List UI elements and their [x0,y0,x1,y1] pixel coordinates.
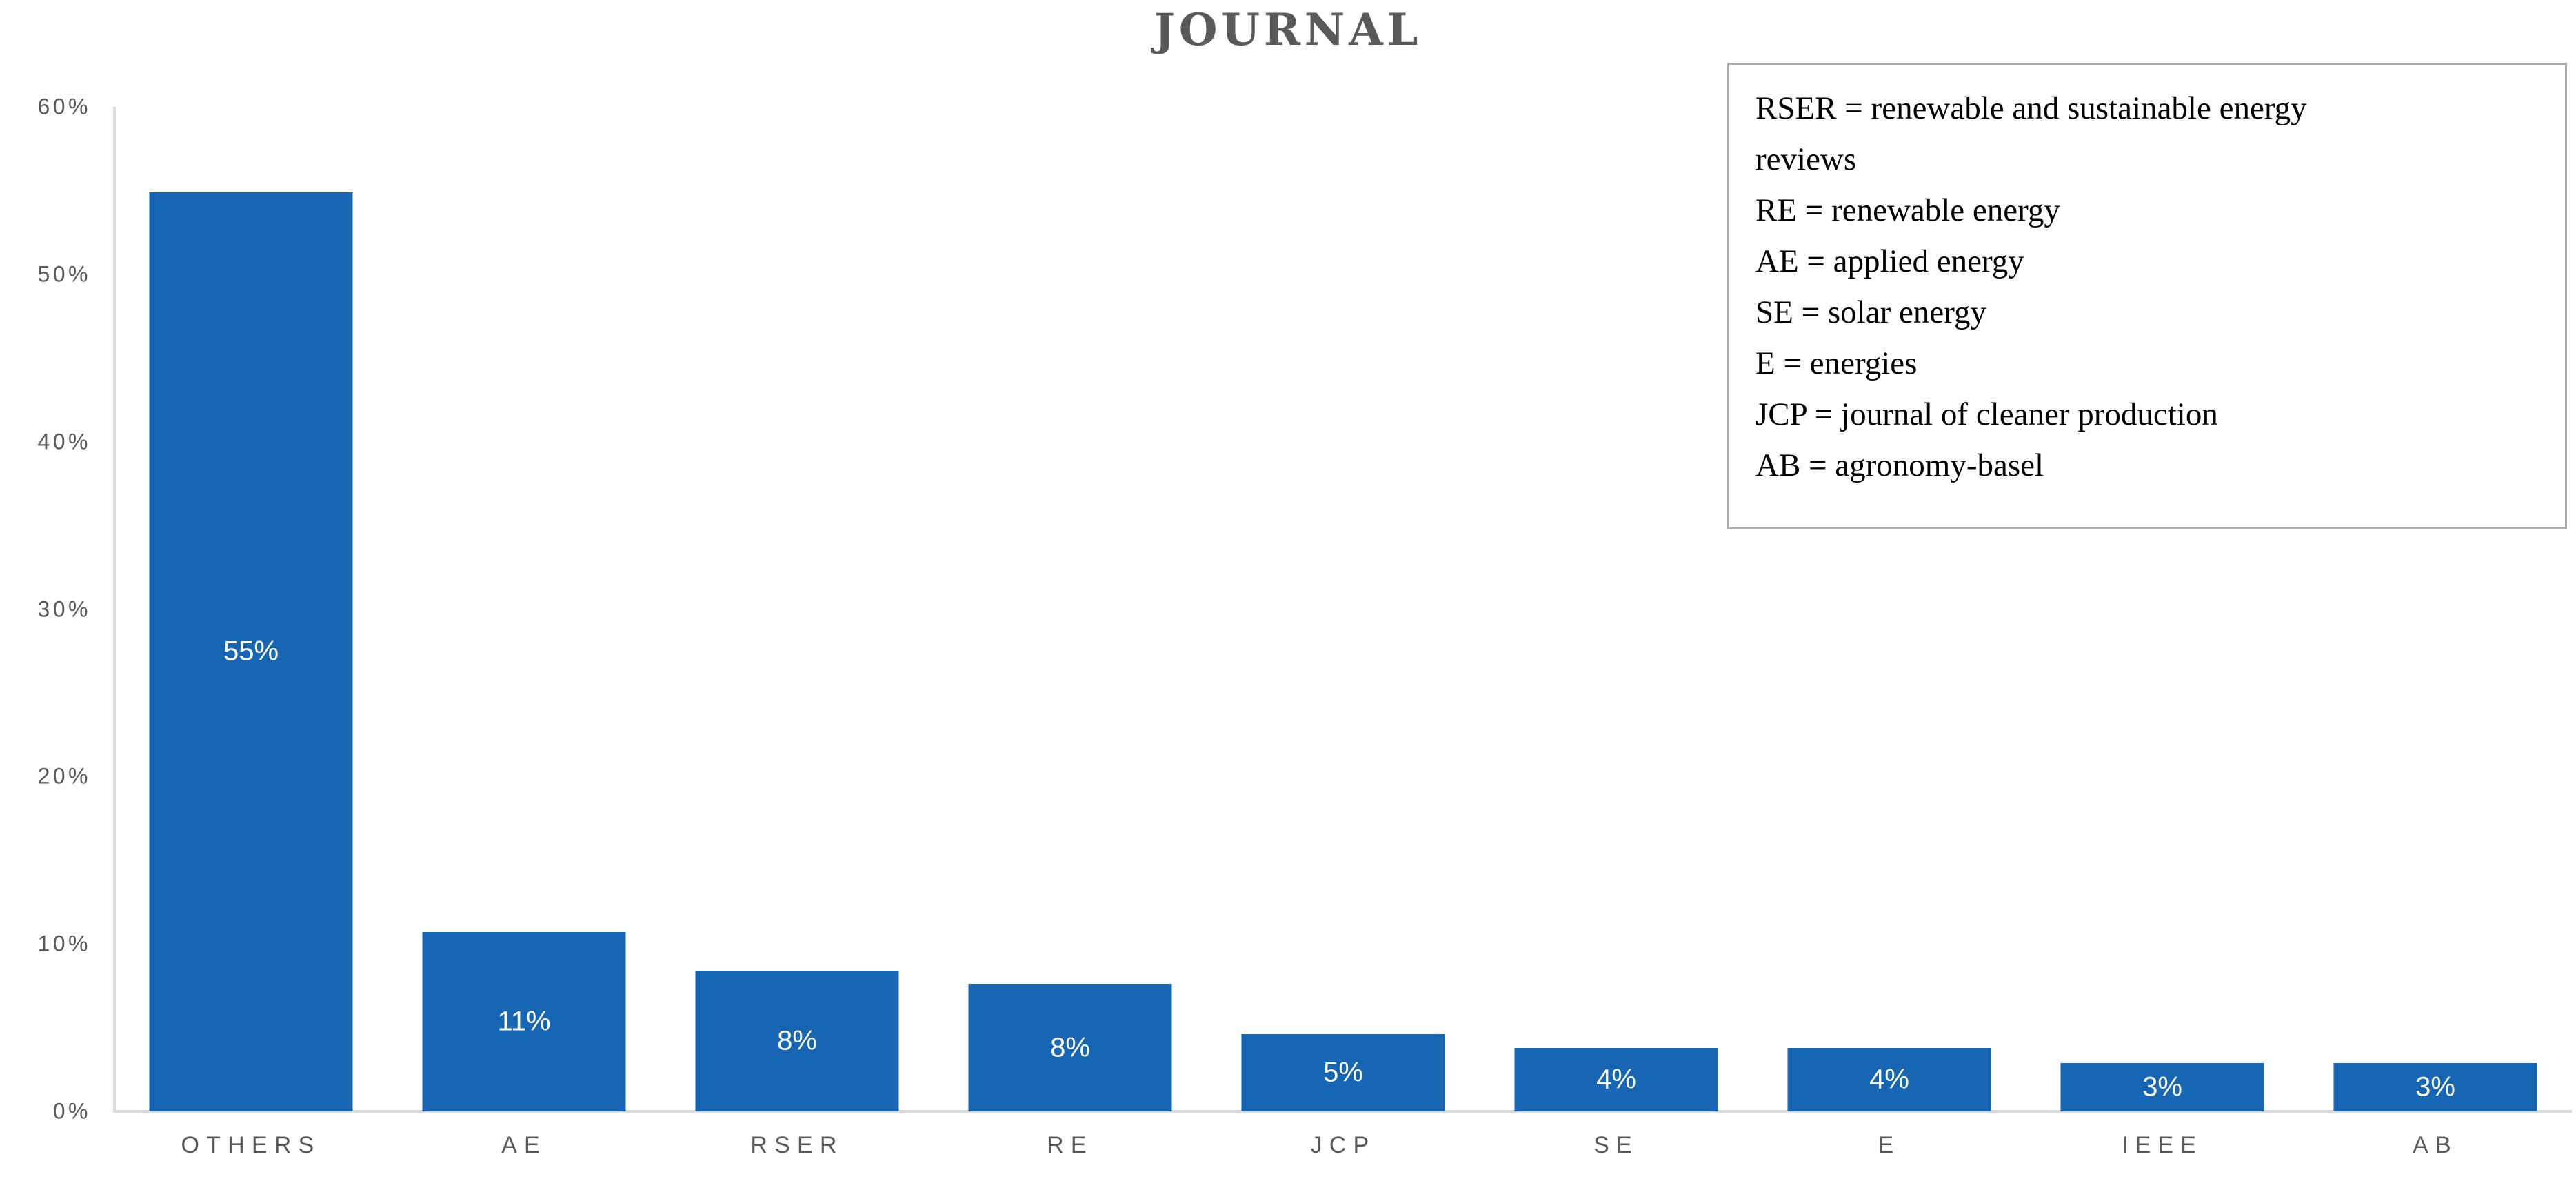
bar: 8% [695,971,899,1111]
legend-lines: RSER = renewable and sustainable energy r… [1755,83,2539,491]
bar-slot: 4% [1480,107,1753,1111]
bar-slot: 3% [2299,107,2572,1111]
bar-slot: 8% [661,107,934,1111]
bar-value-label: 8% [777,1025,817,1056]
legend-line: SE = solar energy [1755,294,1986,330]
bar-value-label: 8% [1050,1032,1090,1063]
y-tick-label: 50% [37,261,91,287]
bar-slot: 5% [1207,107,1480,1111]
bar-value-label: 4% [1596,1064,1636,1095]
legend-line: AE = applied energy [1755,243,2024,279]
x-category-label: RSER [750,1132,844,1158]
bar-value-label: 3% [2415,1071,2455,1102]
bar-slot: 3% [2026,107,2299,1111]
bars-container: 55% 11% 8% 8% 5% 4% 4% 3% 3% [114,107,2572,1111]
x-category-label: OTHERS [181,1132,321,1158]
bar: 8% [968,984,1172,1111]
y-tick-label: 10% [37,931,91,956]
bar-slot: 11% [388,107,661,1111]
x-category-label: AE [501,1132,547,1158]
bar: 4% [1514,1047,1718,1111]
chart-title: JOURNAL [1154,4,1422,56]
bar-slot: 8% [934,107,1207,1111]
y-tick-label: 40% [37,429,91,454]
x-axis-line [113,1110,2572,1113]
bar: 11% [422,932,626,1111]
legend-line: JCP = journal of cleaner production [1755,396,2218,432]
y-tick-label: 0% [52,1098,91,1124]
y-tick-label: 30% [37,596,91,621]
y-tick-label: 60% [37,94,91,119]
x-category-label: JCP [1310,1132,1376,1158]
x-axis-labels: OTHERS AE RSER RE JCP SE E IEEE AB [114,1132,2572,1159]
bar-slot: 55% [114,107,388,1111]
y-tick-label: 20% [37,763,91,789]
bar-value-label: 11% [497,1006,551,1037]
x-category-label: SE [1593,1132,1639,1158]
y-axis: 0% 10% 20% 30% 40% 50% 60% [0,94,91,1124]
bar-value-label: 55% [223,636,279,667]
legend-line: reviews [1755,141,1857,177]
legend-line: RE = renewable energy [1755,192,2060,228]
bar: 3% [2333,1062,2537,1111]
bar-value-label: 5% [1323,1057,1363,1088]
legend-box: RSER = renewable and sustainable energy r… [1727,63,2567,529]
legend-line: AB = agronomy-basel [1755,447,2044,483]
x-category-label: RE [1047,1132,1094,1158]
bar: 3% [2060,1062,2264,1111]
bar-value-label: 4% [1869,1064,1909,1095]
y-axis-line [113,107,116,1111]
x-category-label: IEEE [2121,1132,2204,1158]
bar: 55% [149,192,353,1111]
bar: 4% [1787,1047,1991,1111]
x-category-label: AB [2413,1132,2458,1158]
bar: 5% [1241,1034,1445,1111]
bar-slot: 4% [1753,107,2026,1111]
legend-line: RSER = renewable and sustainable energy [1755,90,2307,126]
legend-line: E = energies [1755,345,1918,381]
x-category-label: E [1878,1132,1901,1158]
bar-value-label: 3% [2142,1071,2182,1102]
